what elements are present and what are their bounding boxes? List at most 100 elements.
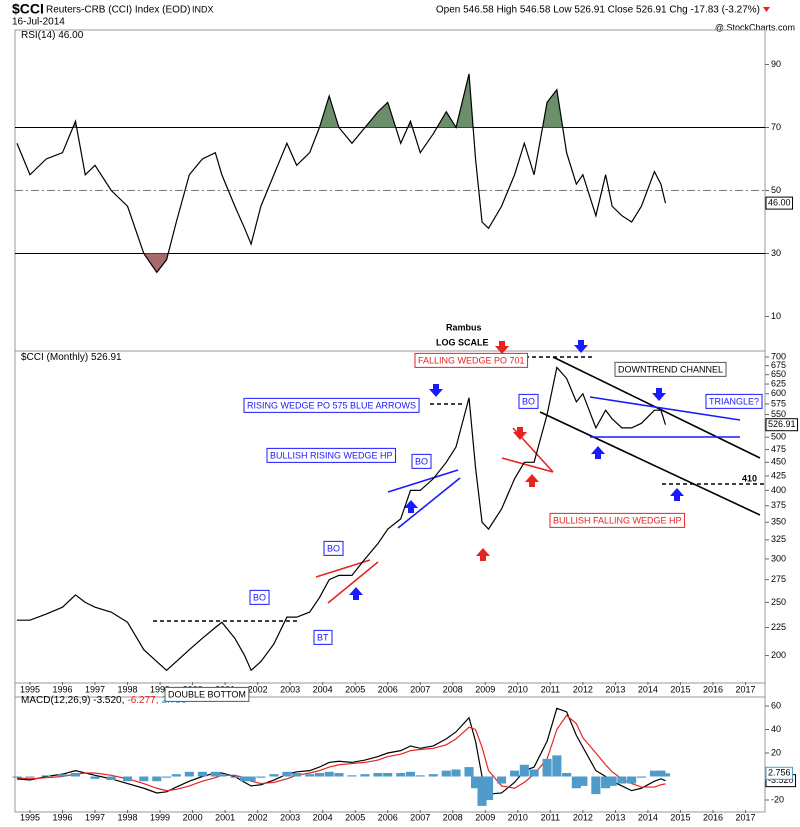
x-tick-label: 2006 xyxy=(378,684,398,694)
x-tick-label: 2004 xyxy=(313,812,333,822)
histogram-bar xyxy=(90,776,100,779)
y-tick-label: 500 xyxy=(771,432,786,442)
x-tick-label: 2002 xyxy=(248,812,268,822)
histogram-bar xyxy=(470,776,481,789)
x-tick-label: 1998 xyxy=(118,684,138,694)
x-tick-label: 2010 xyxy=(508,684,528,694)
quote: Open 546.58 High 546.58 Low 526.91 Close… xyxy=(436,5,760,16)
histogram-bar xyxy=(483,776,494,801)
x-tick-label: 2007 xyxy=(410,812,430,822)
annotation-box xyxy=(411,453,432,469)
panels: 10 30 50 70 90 RSI(14) 46.00 46.00 200 225 250 275… xyxy=(12,30,799,822)
histogram-bar xyxy=(282,771,292,777)
x-tick-label: 2001 xyxy=(215,812,235,822)
series-line xyxy=(16,707,666,795)
histogram-bar xyxy=(636,776,646,778)
histogram-bar xyxy=(197,771,207,777)
arrow xyxy=(513,427,527,440)
annotation-box xyxy=(414,352,529,368)
histogram-bar xyxy=(477,776,487,806)
histogram-bar xyxy=(334,772,344,777)
legend-entry: $CCI (Monthly) 526.91 xyxy=(21,352,122,363)
x-tick-label: 2016 xyxy=(703,812,723,822)
x-tick-label: 1996 xyxy=(52,684,72,694)
x-tick-label: 1997 xyxy=(85,684,105,694)
arrow xyxy=(476,548,490,561)
histogram-bar xyxy=(529,769,539,777)
x-tick-label: 2017 xyxy=(735,684,755,694)
value-label: 46.00 xyxy=(768,197,791,207)
x-tick-label: 2011 xyxy=(541,684,560,694)
y-tick-label: 200 xyxy=(771,650,786,660)
y-tick-label: 700 xyxy=(771,351,786,361)
x-tick-label: 2015 xyxy=(670,812,690,822)
histogram-bar xyxy=(405,771,416,777)
x-tick-label: 2002 xyxy=(248,684,268,694)
x-tick-label: 2011 xyxy=(541,812,560,822)
series-line xyxy=(16,73,667,274)
channel-line xyxy=(539,411,761,516)
arrow xyxy=(429,384,443,397)
annotation-box xyxy=(243,397,420,413)
histogram-bar xyxy=(57,774,68,777)
histogram-bar xyxy=(542,758,552,777)
annotation: Rambus xyxy=(446,322,482,332)
series-line xyxy=(16,366,667,672)
annotation: DOUBLE BOTTOM xyxy=(168,689,246,699)
wedge-line xyxy=(501,457,554,473)
histogram-bar xyxy=(305,774,315,777)
annotation: BO xyxy=(415,456,428,466)
histogram-bar xyxy=(230,776,240,778)
histogram-bar xyxy=(383,772,393,777)
value-label: -3.520 xyxy=(768,775,794,785)
annotation-box xyxy=(266,447,397,463)
x-tick-label: 2012 xyxy=(573,684,593,694)
histogram-bar xyxy=(591,776,601,795)
x-tick-label: 2005 xyxy=(345,812,365,822)
x-tick-label: 2009 xyxy=(475,812,495,822)
histogram-bar xyxy=(660,773,671,777)
x-tick-label: 2013 xyxy=(605,812,625,822)
value-label: 526.91 xyxy=(768,419,796,429)
series-line xyxy=(16,714,666,792)
value-box-frame xyxy=(765,418,799,432)
arrows xyxy=(349,340,684,600)
x-tick-label: 2013 xyxy=(605,684,625,694)
y-tick-label: 625 xyxy=(771,378,786,388)
arrow xyxy=(652,388,666,401)
y-tick-label: 325 xyxy=(771,534,786,544)
index-name: Reuters-CRB (CCI) Index (EOD) xyxy=(46,5,190,16)
y-tick-label: 275 xyxy=(771,574,786,584)
annotation: TRIANGLE? xyxy=(709,396,759,406)
annotation: FALLING WEDGE PO 701 xyxy=(418,355,525,365)
histogram-bar xyxy=(607,776,617,786)
histogram-bar xyxy=(617,776,627,784)
x-tick-label: 1999 xyxy=(150,684,170,694)
y-tick-label: 10 xyxy=(771,311,781,321)
histogram-bar xyxy=(210,771,220,777)
histogram-bar xyxy=(627,776,637,784)
annotation: BT xyxy=(317,632,329,642)
histogram-bar xyxy=(12,776,22,778)
histogram-bar xyxy=(396,772,406,777)
arrow xyxy=(591,446,605,459)
legend: MACD(12,26,9) -3.520,-6.277,2.756 xyxy=(21,695,187,706)
x-tick-label: 2017 xyxy=(735,812,755,822)
y-tick-label: 650 xyxy=(771,369,786,379)
histogram-bar xyxy=(269,774,279,777)
annotation: 410 xyxy=(742,473,757,483)
histogram-bar xyxy=(217,774,227,777)
legend-entry: RSI(14) 46.00 xyxy=(21,30,84,41)
legend-entry: -6.277, xyxy=(127,695,158,706)
x-tick-label: 2000 xyxy=(183,812,203,822)
value-box: 526.91 xyxy=(765,418,799,432)
y-tick-label: 450 xyxy=(771,457,786,467)
annotation-box xyxy=(705,393,763,409)
histogram-bar xyxy=(240,776,250,782)
y-tick-label: 400 xyxy=(771,485,786,495)
x-tick-label: 2008 xyxy=(443,812,463,822)
y-tick-label: -20 xyxy=(771,794,784,804)
x-tick-label: 2008 xyxy=(443,684,463,694)
histogram-bar xyxy=(578,776,588,786)
histogram-bar xyxy=(171,774,181,777)
